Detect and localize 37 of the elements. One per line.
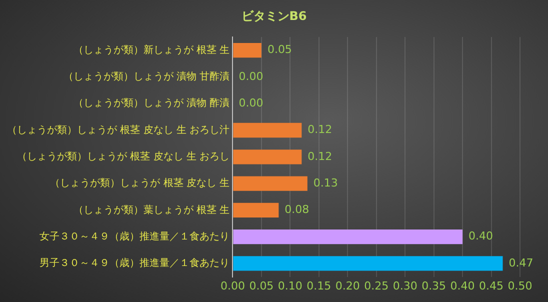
bar <box>233 42 262 58</box>
x-tick-label: 0.30 <box>392 279 418 292</box>
x-tick-label: 0.35 <box>422 279 446 292</box>
x-tick-label: 0.20 <box>335 279 360 292</box>
data-label: 0.05 <box>267 43 292 56</box>
bar <box>233 176 308 191</box>
bar <box>233 230 463 244</box>
x-tick-label: 0.50 <box>508 279 532 292</box>
y-tick-label: （しょうが類）新しょうが 根茎 生 <box>73 44 230 56</box>
bar <box>233 256 503 271</box>
x-tick-label: 0.40 <box>450 279 475 292</box>
y-tick-label: （しょうが類）しょうが 根茎 皮なし 生 <box>50 177 230 190</box>
data-label: 0.13 <box>313 176 338 190</box>
x-tick-label: 0.10 <box>278 279 302 292</box>
x-tick-label: 0.05 <box>249 279 274 292</box>
x-tick-label: 0.45 <box>479 279 504 292</box>
data-label: 0.12 <box>308 123 332 136</box>
data-label: 0.08 <box>284 203 310 216</box>
y-tick-label: （しょうが類）しょうが 根茎 皮なし 生 おろし汁 <box>6 124 230 136</box>
data-label: 0.12 <box>308 150 332 163</box>
x-tick-label: 0.25 <box>364 279 389 292</box>
bar <box>233 150 302 164</box>
y-tick-label: （しょうが類）しょうが 漬物 甘酢漬 <box>63 70 230 83</box>
bar <box>233 122 302 138</box>
y-tick-label: 男子３０～４９（歳）推進量／１食あたり <box>40 257 230 270</box>
y-tick-label: （しょうが類）しょうが 根茎 皮なし 生 おろし <box>16 150 230 162</box>
data-label: 0.47 <box>508 256 534 270</box>
y-tick-label: 女子３０～４９（歳）推進量／１食あたり <box>40 230 230 242</box>
y-tick-label: （しょうが類）しょうが 漬物 酢漬 <box>73 97 230 110</box>
x-tick-label: 0.15 <box>306 279 332 292</box>
chart-title: ビタミンB6 <box>240 8 308 25</box>
x-tick-label: 0.00 <box>220 279 245 292</box>
data-label: 0.00 <box>238 70 264 83</box>
bar <box>233 202 279 218</box>
data-label: 0.00 <box>238 96 264 110</box>
data-label: 0.40 <box>468 230 494 243</box>
y-tick-label: （しょうが類）葉しょうが 根茎 生 <box>73 204 230 216</box>
